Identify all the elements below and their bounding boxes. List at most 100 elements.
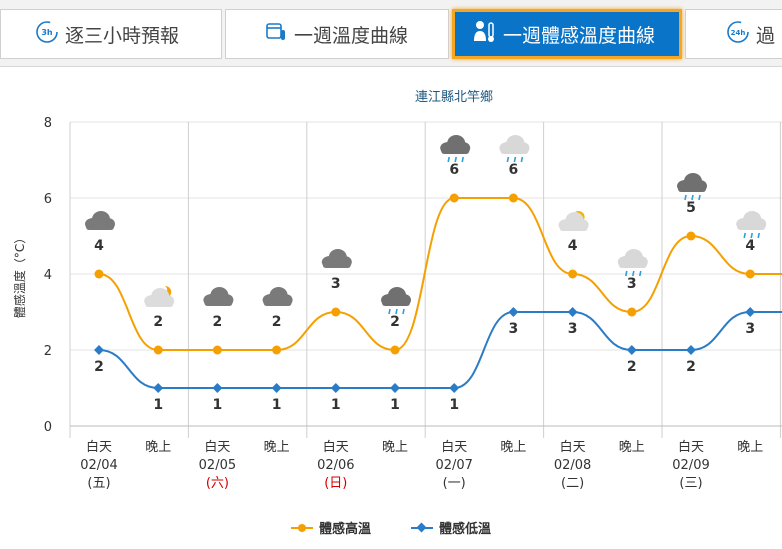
x-tick-date: 02/09 [672,458,709,473]
point-low[interactable] [94,345,104,355]
x-tick-date: 02/07 [435,458,472,473]
data-label-low: 1 [272,397,282,413]
x-tick-date: 02/08 [554,458,591,473]
x-tick-weekday: (六) [206,476,229,491]
data-label-low: 3 [745,321,755,337]
weather-icon-cloudy [321,249,352,268]
point-low[interactable] [745,307,756,317]
weather-icon-partly-cloudy-night [144,285,175,307]
tab-weekly-apparent-temperature[interactable]: 一週體感溫度曲線 [452,9,682,59]
point-high[interactable] [686,231,696,241]
data-label-low: 1 [449,397,459,413]
tab-weekly-temperature[interactable]: 一週溫度曲線 [225,9,449,59]
weather-icon-light-rain [499,135,530,163]
point-low[interactable] [271,383,282,393]
y-tick-label: 0 [44,420,52,435]
24h-clock-icon: 24h [726,20,750,49]
point-low[interactable] [330,383,341,393]
data-label-low: 3 [568,321,578,337]
tab-label: 一週體感溫度曲線 [503,24,656,47]
point-low[interactable] [212,383,223,393]
point-low[interactable] [626,345,637,355]
point-low[interactable] [153,383,164,393]
y-axis-label: 體感溫度（°C） [12,232,27,318]
point-high[interactable] [212,345,222,355]
weather-icon-cloudy [262,287,293,306]
point-high[interactable] [272,345,282,355]
data-label-high: 4 [94,238,104,254]
x-tick-date: 02/05 [199,458,236,473]
y-tick-label: 6 [44,192,52,207]
tab-label: 一週溫度曲線 [294,24,409,47]
x-tick-period: 晚上 [145,440,171,455]
legend-label-high: 體感高溫 [318,522,371,537]
point-high[interactable] [568,269,578,279]
x-tick-weekday: (三) [679,476,702,491]
point-low[interactable] [449,383,460,393]
data-label-high: 6 [449,162,459,178]
x-tick-period: 晚上 [737,440,763,455]
legend-swatch-high [290,523,313,533]
x-tick-period: 晚上 [264,440,290,455]
y-tick-label: 2 [44,344,52,359]
x-tick-period: 白天 [86,439,112,455]
point-low[interactable] [567,307,578,317]
data-label-high: 2 [390,314,400,330]
legend-item-low[interactable]: 體感低溫 [411,518,491,537]
legend-item-high[interactable]: 體感高溫 [290,518,371,537]
data-label-high: 3 [331,276,341,292]
x-tick-period: 白天 [204,439,230,455]
point-high[interactable] [390,345,400,355]
weather-icon-rain [440,135,471,163]
x-tick-period: 白天 [678,439,704,455]
data-label-high: 2 [213,314,223,330]
point-high[interactable] [745,269,755,279]
point-low[interactable] [390,383,400,393]
data-label-high: 4 [745,238,755,254]
point-high[interactable] [449,193,459,203]
point-high[interactable] [627,307,637,317]
legend-swatch-low [411,522,433,533]
data-label-high: 6 [509,162,519,178]
weather-icon-light-rain [617,249,648,277]
weather-icon-light-rain [736,211,767,239]
data-label-low: 1 [390,397,400,413]
tab-past-24h[interactable]: 24h 過 [685,9,782,59]
data-label-high: 2 [272,314,282,330]
chart-legend: 體感高溫 體感低溫 [0,518,782,537]
data-label-low: 2 [686,359,696,375]
x-tick-weekday: (一) [443,476,466,491]
tab-label: 逐三小時預報 [65,24,180,47]
point-high[interactable] [94,269,104,279]
x-tick-period: 白天 [323,439,349,455]
x-tick-period: 晚上 [619,440,645,455]
data-label-high: 2 [153,314,163,330]
weather-icon-cloudy [85,211,115,230]
person-thermometer-icon [473,19,497,50]
point-high[interactable] [331,307,341,317]
x-tick-period: 白天 [560,439,586,455]
tab-label: 過 [756,24,776,47]
x-tick-period: 晚上 [382,440,408,455]
x-tick-weekday: (二) [561,476,584,491]
point-low[interactable] [686,345,696,355]
point-high[interactable] [508,193,518,203]
point-high[interactable] [153,345,163,355]
y-tick-label: 4 [44,268,52,283]
3h-clock-icon: 3h [35,20,59,49]
x-tick-date: 02/04 [80,458,117,473]
svg-text:24h: 24h [731,29,746,37]
weather-icon-partly-cloudy [558,211,589,231]
data-label-high: 4 [568,238,578,254]
point-low[interactable] [508,307,519,317]
x-tick-period: 晚上 [500,440,526,455]
tab-3hour-forecast[interactable]: 3h 逐三小時預報 [0,9,222,59]
chart-title: 連江縣北竿鄉 [415,89,493,105]
data-label-low: 1 [213,397,223,413]
y-tick-label: 8 [44,116,52,131]
x-tick-weekday: (五) [87,476,110,491]
data-label-low: 2 [94,359,104,375]
weather-icon-rain [381,287,411,315]
x-tick-weekday: (日) [324,476,347,491]
